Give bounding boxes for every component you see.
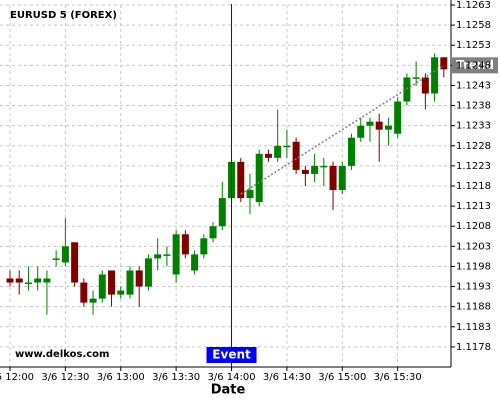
- candle-body: [43, 278, 51, 283]
- y-tick-label: 1.1183: [456, 322, 491, 333]
- y-tick-label: 1.1253: [456, 40, 491, 51]
- candle-body: [264, 153, 272, 158]
- y-tick-label: 1.1228: [456, 141, 491, 152]
- candle-body: [348, 137, 356, 166]
- y-tick-label: 1.1198: [456, 261, 491, 272]
- x-tick-label: 3/6 13:30: [152, 372, 200, 383]
- event-label-box: [206, 347, 257, 363]
- candle-body: [292, 141, 300, 170]
- candle-body: [329, 165, 337, 191]
- x-tick-label: 3/6 14:00: [207, 372, 255, 383]
- candle-body: [283, 145, 291, 148]
- event-label: Event: [212, 348, 251, 362]
- candle-body: [163, 254, 171, 256]
- candle-body: [440, 57, 448, 70]
- candle-body: [98, 274, 106, 299]
- x-tick-label: 3/6 15:30: [374, 372, 422, 383]
- y-tick-label: 1.1258: [456, 20, 491, 31]
- candle-body: [34, 278, 42, 283]
- candle-body: [338, 165, 346, 191]
- candle-body: [117, 290, 125, 295]
- candle-body: [246, 190, 254, 199]
- y-tick-label: 1.1233: [456, 121, 491, 132]
- y-tick-label: 1.1238: [456, 101, 491, 112]
- y-tick-label: 1.1193: [456, 282, 491, 293]
- candle-body: [71, 242, 79, 283]
- x-tick-label: 3/6 15:00: [318, 372, 366, 383]
- x-tick-label: 3/6 13:00: [97, 372, 145, 383]
- y-tick-label: 1.1208: [456, 221, 491, 232]
- chart-title: EURUSD 5 (FOREX): [10, 10, 117, 21]
- candle-body: [144, 258, 152, 287]
- candle-body: [394, 101, 402, 134]
- candle-body: [61, 246, 69, 263]
- y-tick-label: 1.1218: [456, 181, 491, 192]
- candle-body: [412, 77, 420, 79]
- candle-body: [191, 254, 199, 271]
- candle-body: [421, 77, 429, 94]
- x-tick-label: 3/6 14:30: [263, 372, 311, 383]
- trend-label: Trend: [456, 58, 494, 72]
- candle-body: [357, 125, 365, 138]
- x-tick-label: 3/6 12:00: [0, 372, 34, 383]
- y-tick-label: 1.1178: [456, 342, 491, 353]
- candle-body: [6, 278, 14, 283]
- trend-label-box: [452, 57, 498, 74]
- candle-body: [274, 145, 282, 158]
- candle-body: [431, 57, 439, 94]
- y-tick-label: 1.1203: [456, 241, 491, 252]
- candle-body: [181, 234, 189, 255]
- candle-body: [89, 298, 97, 303]
- candle-body: [237, 161, 245, 199]
- candle-body: [154, 254, 162, 259]
- candle-body: [218, 198, 226, 227]
- candle-body: [24, 282, 32, 285]
- candle-body: [375, 121, 383, 130]
- watermark: www.delkos.com: [15, 349, 109, 360]
- candle-body: [255, 153, 263, 203]
- candle-body: [80, 282, 88, 303]
- y-tick-label: 1.1188: [456, 302, 491, 313]
- y-tick-label: 1.1213: [456, 201, 491, 212]
- y-tick-label: 1.1223: [456, 161, 491, 172]
- candle-body: [172, 234, 180, 275]
- x-axis-label: Date: [211, 383, 246, 398]
- candle-body: [52, 258, 60, 260]
- candle-body: [320, 165, 328, 168]
- candle-body: [301, 169, 309, 174]
- candle-body: [108, 270, 116, 295]
- candle-body: [311, 165, 319, 174]
- candle-body: [15, 278, 23, 283]
- y-tick-label: 1.1263: [456, 0, 491, 11]
- candle-body: [200, 238, 208, 255]
- candle-body: [366, 121, 374, 126]
- candle-body: [384, 125, 392, 130]
- y-tick-label: 1.1248: [456, 60, 491, 71]
- x-tick-label: 3/6 12:30: [41, 372, 89, 383]
- y-tick-label: 1.1243: [456, 80, 491, 91]
- candle-body: [209, 226, 217, 239]
- candle-body: [135, 270, 143, 287]
- trend-line: [240, 64, 445, 195]
- overlay: Trend Event: [206, 4, 498, 367]
- candle-body: [126, 270, 134, 295]
